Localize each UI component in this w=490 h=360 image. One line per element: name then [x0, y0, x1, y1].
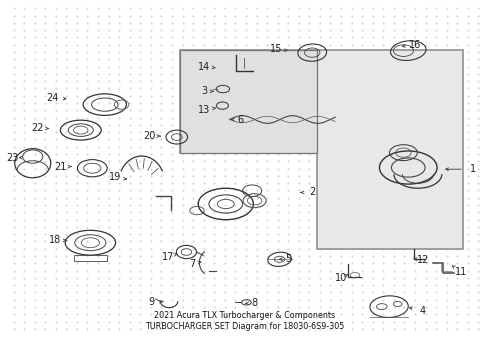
- Text: 15: 15: [270, 44, 282, 54]
- Text: 14: 14: [198, 62, 210, 72]
- Text: 22: 22: [31, 123, 44, 133]
- Text: 1: 1: [469, 164, 476, 174]
- Text: 18: 18: [49, 235, 61, 246]
- Text: 9: 9: [148, 297, 154, 307]
- Text: 10: 10: [335, 274, 347, 283]
- Text: 2: 2: [309, 188, 316, 197]
- Text: 21: 21: [54, 162, 66, 172]
- Text: 16: 16: [409, 40, 421, 50]
- Text: 17: 17: [162, 252, 174, 262]
- Text: 12: 12: [416, 255, 429, 265]
- Bar: [180, 50, 317, 153]
- Text: 13: 13: [198, 105, 210, 114]
- Text: 20: 20: [143, 131, 155, 141]
- Text: 19: 19: [109, 172, 122, 183]
- Text: 6: 6: [237, 114, 243, 125]
- Text: 7: 7: [189, 258, 196, 269]
- Text: 8: 8: [251, 298, 258, 308]
- Text: 23: 23: [6, 153, 18, 163]
- Bar: [74, 255, 107, 261]
- Text: 11: 11: [455, 267, 467, 277]
- Text: 24: 24: [47, 93, 59, 103]
- Text: 3: 3: [201, 86, 207, 96]
- Polygon shape: [180, 50, 463, 249]
- Text: 5: 5: [285, 254, 292, 264]
- Text: 4: 4: [419, 306, 426, 316]
- Text: 2021 Acura TLX Turbocharger & Components
TURBOCHARGER SET Diagram for 18030-6S9-: 2021 Acura TLX Turbocharger & Components…: [146, 311, 344, 331]
